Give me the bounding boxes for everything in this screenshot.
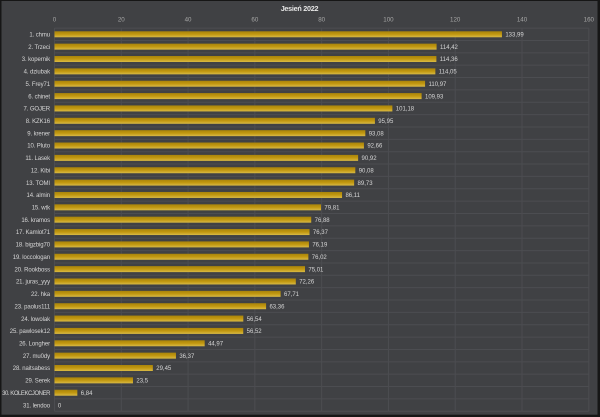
svg-text:101,18: 101,18	[396, 107, 415, 113]
svg-text:29. Serek: 29. Serek	[25, 379, 51, 385]
svg-text:30. KOLEKCJONER: 30. KOLEKCJONER	[2, 391, 51, 397]
svg-text:140: 140	[517, 17, 528, 24]
svg-text:27. mu0dy: 27. mu0dy	[23, 354, 50, 360]
svg-text:76,02: 76,02	[312, 255, 328, 261]
svg-text:75,01: 75,01	[308, 267, 324, 273]
svg-text:40: 40	[185, 17, 192, 24]
svg-text:29,45: 29,45	[156, 366, 172, 372]
svg-text:5. Frey71: 5. Frey71	[26, 82, 51, 88]
svg-text:56,54: 56,54	[247, 317, 263, 323]
svg-text:76,88: 76,88	[315, 218, 331, 224]
svg-text:23. paolus111: 23. paolus111	[14, 304, 50, 310]
svg-text:7. GOJER: 7. GOJER	[23, 107, 50, 113]
svg-text:20. Rookboss: 20. Rookboss	[15, 267, 51, 273]
svg-text:90,08: 90,08	[359, 168, 375, 174]
svg-text:6. chinet: 6. chinet	[28, 94, 50, 100]
svg-text:89,73: 89,73	[358, 181, 374, 187]
svg-text:92,66: 92,66	[367, 144, 383, 150]
svg-text:0: 0	[53, 17, 57, 24]
svg-text:24. lowolak: 24. lowolak	[21, 317, 51, 323]
svg-text:21. juras_yyy: 21. juras_yyy	[16, 280, 50, 286]
svg-text:76,19: 76,19	[312, 243, 328, 249]
svg-text:109,93: 109,93	[425, 94, 444, 100]
svg-text:67,71: 67,71	[284, 292, 300, 298]
svg-text:93,08: 93,08	[369, 131, 385, 137]
svg-text:28. naitsabess: 28. naitsabess	[13, 366, 50, 372]
svg-text:133,99: 133,99	[505, 32, 524, 38]
svg-text:44,97: 44,97	[208, 341, 224, 347]
svg-text:2. Trzeci: 2. Trzeci	[28, 45, 50, 51]
svg-text:72,26: 72,26	[299, 280, 315, 286]
svg-text:79,81: 79,81	[324, 206, 340, 212]
svg-text:0: 0	[58, 403, 62, 409]
svg-text:63,36: 63,36	[269, 304, 285, 310]
svg-text:110,97: 110,97	[428, 82, 447, 88]
svg-text:56,52: 56,52	[247, 329, 263, 335]
svg-text:120: 120	[450, 17, 461, 24]
svg-text:36,37: 36,37	[179, 354, 195, 360]
svg-text:16. kramos: 16. kramos	[21, 218, 50, 224]
svg-text:90,92: 90,92	[362, 156, 378, 162]
svg-text:12. Kibi: 12. Kibi	[31, 168, 50, 174]
svg-text:114,05: 114,05	[439, 70, 458, 76]
svg-text:23,5: 23,5	[136, 379, 148, 385]
svg-text:1. chmu: 1. chmu	[29, 32, 50, 38]
svg-text:60: 60	[251, 17, 258, 24]
svg-text:Jesień 2022: Jesień 2022	[281, 4, 319, 13]
svg-text:25. pawlosek12: 25. pawlosek12	[10, 329, 51, 335]
svg-text:100: 100	[383, 17, 394, 24]
svg-text:19. loccologan: 19. loccologan	[13, 255, 50, 261]
svg-text:3. kopernik: 3. kopernik	[22, 57, 51, 63]
svg-text:10. Pluto: 10. Pluto	[27, 144, 51, 150]
svg-text:15. wtk: 15. wtk	[32, 206, 51, 212]
svg-text:9. krener: 9. krener	[27, 131, 50, 137]
svg-text:86,11: 86,11	[345, 193, 360, 199]
svg-text:114,36: 114,36	[440, 57, 459, 63]
svg-text:160: 160	[584, 17, 595, 24]
svg-text:17. Kamlot71: 17. Kamlot71	[16, 230, 51, 236]
svg-text:95,95: 95,95	[378, 119, 394, 125]
svg-text:26. Longher: 26. Longher	[19, 341, 50, 347]
svg-text:6,84: 6,84	[81, 391, 93, 397]
svg-text:80: 80	[318, 17, 325, 24]
svg-text:13. TOMI: 13. TOMI	[26, 181, 50, 187]
svg-text:4. dziubak: 4. dziubak	[24, 70, 51, 76]
svg-text:11. Lasek: 11. Lasek	[25, 156, 51, 162]
svg-text:14. almin: 14. almin	[27, 193, 50, 199]
svg-text:22. hka: 22. hka	[31, 292, 51, 298]
svg-text:76,37: 76,37	[313, 230, 329, 236]
svg-text:18. bigzbig70: 18. bigzbig70	[16, 243, 51, 249]
svg-text:20: 20	[118, 17, 125, 24]
svg-text:8. KZK16: 8. KZK16	[26, 119, 51, 125]
svg-text:114,42: 114,42	[440, 45, 459, 51]
svg-text:31. lendoo: 31. lendoo	[23, 403, 51, 409]
